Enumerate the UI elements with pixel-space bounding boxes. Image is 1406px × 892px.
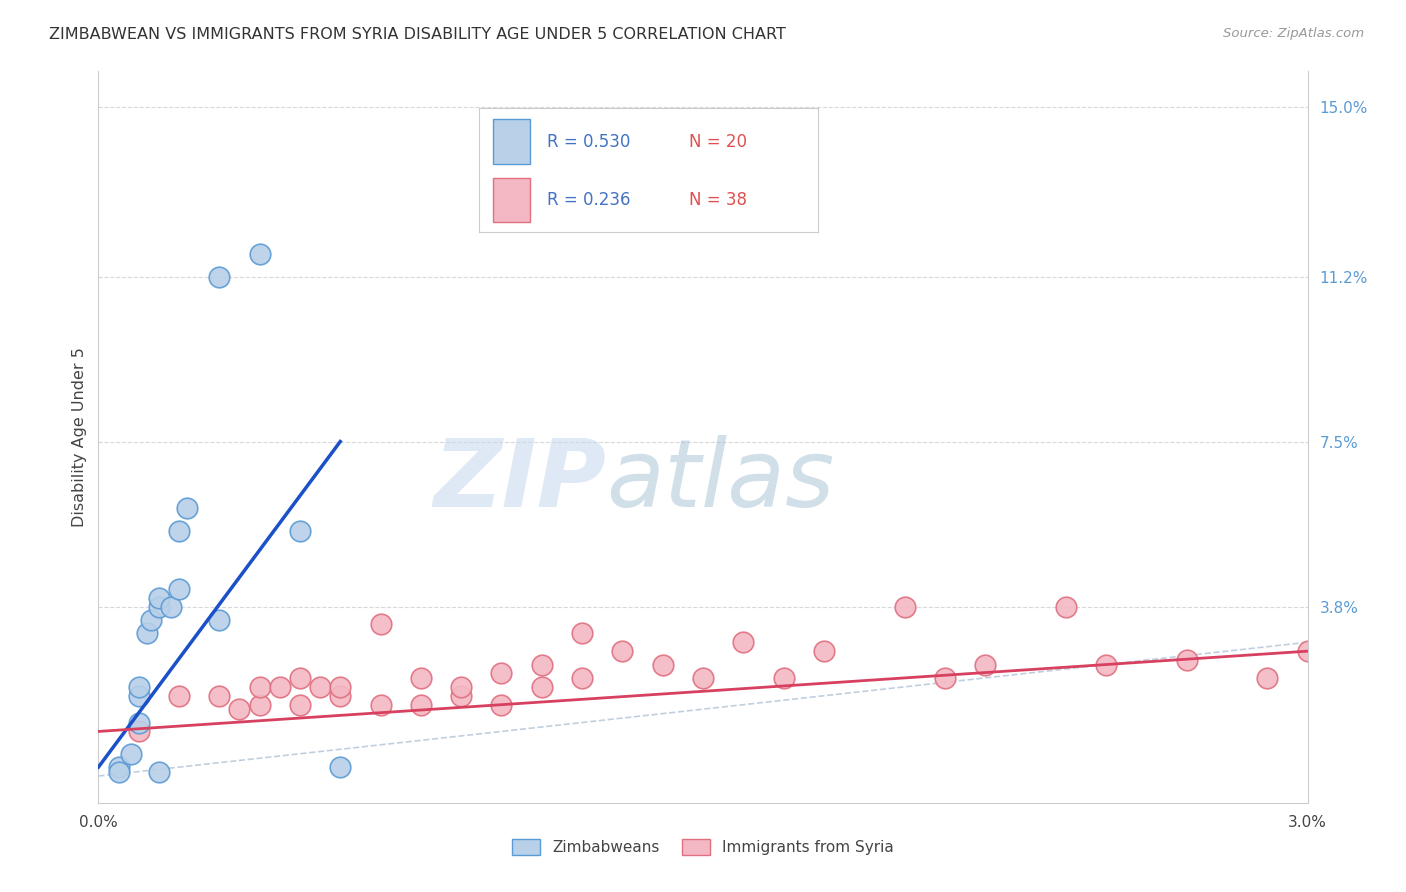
Point <box>934 671 956 685</box>
Point <box>530 657 553 672</box>
Point <box>309 680 332 694</box>
Point <box>128 724 150 739</box>
Point <box>491 666 513 681</box>
Point <box>249 247 271 261</box>
Point <box>148 764 170 779</box>
Point <box>450 680 472 694</box>
Legend: Zimbabweans, Immigrants from Syria: Zimbabweans, Immigrants from Syria <box>506 833 900 861</box>
Point <box>1095 657 1118 672</box>
Point <box>491 698 513 712</box>
Point <box>370 698 392 712</box>
Point <box>692 671 714 685</box>
Point <box>733 635 755 649</box>
Point <box>135 626 157 640</box>
Point <box>107 764 129 779</box>
Point <box>530 680 553 694</box>
Text: ZIMBABWEAN VS IMMIGRANTS FROM SYRIA DISABILITY AGE UNDER 5 CORRELATION CHART: ZIMBABWEAN VS IMMIGRANTS FROM SYRIA DISA… <box>49 27 786 42</box>
Point <box>249 698 271 712</box>
Text: atlas: atlas <box>606 435 835 526</box>
Point <box>139 613 162 627</box>
Point <box>249 680 271 694</box>
Point <box>208 269 231 284</box>
Point <box>571 626 593 640</box>
Point <box>288 671 311 685</box>
Point <box>893 599 915 614</box>
Point <box>772 671 794 685</box>
Point <box>176 501 198 516</box>
Point <box>148 599 170 614</box>
Point <box>1256 671 1278 685</box>
Point <box>1054 599 1077 614</box>
Point <box>288 524 311 538</box>
Point <box>208 613 231 627</box>
Point <box>167 582 190 596</box>
Point <box>228 702 250 716</box>
Point <box>370 617 392 632</box>
Point <box>128 715 150 730</box>
Text: ZIP: ZIP <box>433 435 606 527</box>
Point <box>167 524 190 538</box>
Point <box>288 698 311 712</box>
Y-axis label: Disability Age Under 5: Disability Age Under 5 <box>72 347 87 527</box>
Point <box>974 657 997 672</box>
Point <box>269 680 291 694</box>
Point <box>813 644 835 658</box>
Point <box>329 760 352 774</box>
Point <box>329 689 352 703</box>
Point <box>612 644 634 658</box>
Point <box>450 689 472 703</box>
Point <box>409 698 432 712</box>
Point <box>160 599 183 614</box>
Point <box>148 591 170 605</box>
Point <box>128 680 150 694</box>
Point <box>329 680 352 694</box>
Text: Source: ZipAtlas.com: Source: ZipAtlas.com <box>1223 27 1364 40</box>
Point <box>120 747 142 761</box>
Point <box>409 671 432 685</box>
Point <box>651 657 673 672</box>
Point <box>167 689 190 703</box>
Point <box>571 671 593 685</box>
Point <box>107 760 129 774</box>
Point <box>208 689 231 703</box>
Point <box>1175 653 1198 667</box>
Point <box>1296 644 1319 658</box>
Point <box>128 689 150 703</box>
